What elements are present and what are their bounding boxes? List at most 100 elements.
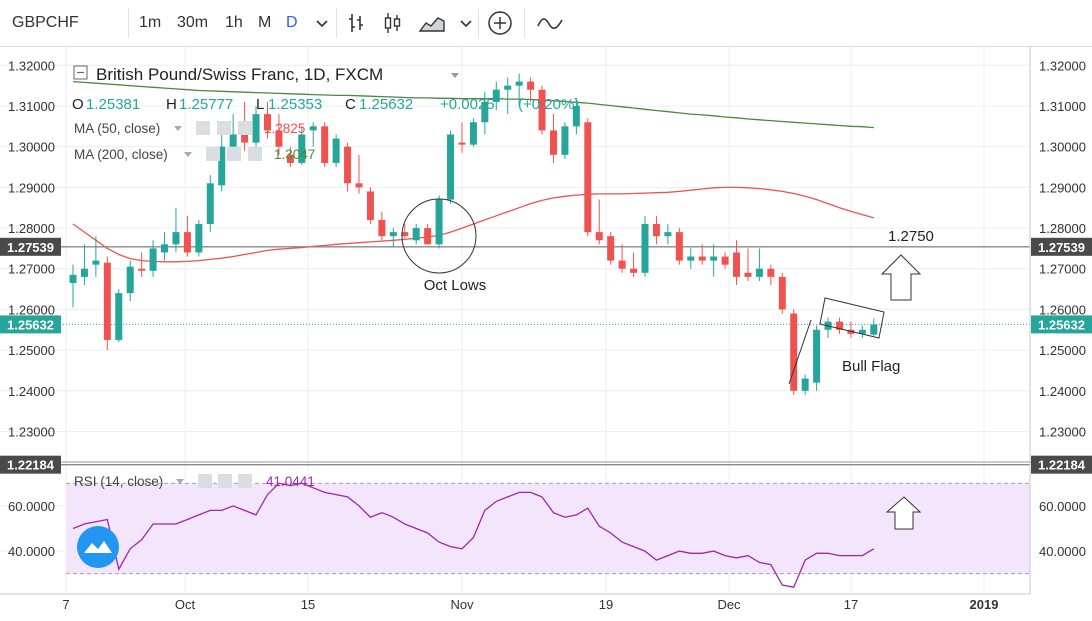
candle-body [126, 266, 134, 294]
price-axis[interactable]: 1.32000 1.31000 1.30000 1.29000 1.28000 1.270… [1039, 58, 1086, 439]
candle-body [801, 378, 809, 391]
rsi-label[interactable]: RSI (14, close) [74, 474, 163, 489]
price-marker-label: 1.25632 [1038, 317, 1085, 332]
time-tick-label: 17 [844, 597, 858, 612]
interval-1h[interactable]: 1h [225, 14, 243, 31]
candle-body [458, 142, 466, 145]
candle-body [389, 232, 397, 237]
candle-body [733, 252, 741, 277]
candle-body [744, 272, 752, 277]
ohlc-high: 1.25777 [179, 96, 233, 113]
ma200-line [72, 80, 874, 129]
bar-style-icon[interactable] [344, 11, 368, 35]
up-arrow-rsi[interactable] [885, 496, 922, 530]
price-tick-label: 1.23000 [1039, 424, 1086, 439]
ma50-label[interactable]: MA (50, close) [74, 121, 160, 136]
drawings: Oct Lows 1.2750 Bull Flag [401, 198, 934, 530]
candle-body [229, 134, 237, 147]
candle-body [515, 81, 523, 86]
candle-body [835, 321, 843, 330]
gear-icon[interactable] [227, 147, 241, 161]
price-tick-label: 1.26000 [1039, 302, 1086, 317]
price-tick-label: 1.32000 [8, 58, 55, 73]
time-axis[interactable]: 7 Oct 15 Nov 19 Dec 17 2019 [62, 597, 998, 612]
oct-lows-label: Oct Lows [424, 277, 487, 294]
candle-body [687, 256, 695, 261]
rsi-tick-label: 40.0000 [8, 544, 55, 559]
visibility-icon[interactable] [196, 121, 210, 135]
visibility-icon[interactable] [198, 474, 212, 488]
area-style-icon[interactable] [418, 11, 446, 35]
interval-1m[interactable]: 1m [139, 14, 162, 31]
bull-flag-label: Bull Flag [842, 358, 900, 375]
up-arrow-price[interactable] [880, 254, 922, 301]
price-tick-label: 1.31000 [8, 99, 55, 114]
candle-body [710, 256, 718, 261]
bull-flag-box[interactable] [819, 297, 885, 339]
oct-lows-circle[interactable] [401, 198, 477, 274]
bull-flag-pole[interactable] [788, 319, 812, 385]
candle-body [149, 248, 157, 271]
candle-body [138, 268, 146, 271]
ohlc-c-key: C [345, 96, 356, 113]
candle-body [252, 114, 260, 143]
interval-M[interactable]: M [258, 14, 272, 31]
tradingview-logo[interactable] [77, 526, 119, 568]
ma200-label[interactable]: MA (200, close) [74, 147, 168, 162]
chevron-down-icon[interactable] [184, 152, 192, 157]
candle-body [69, 274, 77, 283]
interval-D[interactable]: D [286, 14, 298, 31]
ohlc-open: 1.25381 [86, 96, 140, 113]
price-marker-label: 1.22184 [1038, 458, 1086, 473]
close-icon[interactable] [238, 474, 252, 488]
candle-body [755, 268, 763, 277]
candle-body [115, 293, 123, 340]
visibility-icon[interactable] [206, 147, 220, 161]
rsi-value: 41.0441 [266, 474, 315, 489]
chart-area[interactable]: Oct Lows 1.2750 Bull Flag 1.32000 1.31000… [0, 47, 1092, 621]
price-marker-label: 1.22184 [7, 458, 55, 473]
rsi-axis[interactable]: 60.0000 60.0000 40.0000 40.0000 [8, 499, 1086, 559]
price-tick-label: 1.24000 [1039, 384, 1086, 399]
candle-body [492, 89, 500, 102]
candle-body [870, 324, 878, 335]
price-marker-badge [1031, 315, 1092, 334]
time-tick-label: Dec [717, 597, 741, 612]
chevron-down-icon[interactable] [174, 126, 182, 131]
price-marker-badge [1031, 455, 1092, 474]
price-tick-label: 1.32000 [1039, 58, 1086, 73]
price-tick-label: 1.27000 [8, 262, 55, 277]
gear-icon[interactable] [218, 474, 232, 488]
candle-body [92, 260, 100, 265]
close-icon[interactable] [238, 121, 252, 135]
gear-icon[interactable] [217, 121, 231, 135]
candle-body [721, 256, 729, 265]
candle-body [675, 232, 683, 261]
add-compare-icon[interactable] [487, 10, 513, 36]
candle-body [298, 134, 306, 163]
interval-30m[interactable]: 30m [177, 14, 209, 31]
candle-body [206, 183, 214, 224]
chevron-down-icon[interactable] [310, 11, 334, 35]
ma200-value: 1.3047 [274, 147, 315, 162]
price-marker-label: 1.25632 [7, 317, 54, 332]
candle-body [813, 329, 821, 383]
rsi-band [66, 482, 1030, 575]
candle-body [412, 228, 420, 241]
price-axis-left[interactable]: 1.32000 1.31000 1.30000 1.29000 1.28000 1.270… [8, 58, 55, 439]
candle-body [778, 276, 786, 310]
symbol-search[interactable]: GBPCHF [12, 14, 79, 31]
indicators-icon[interactable] [536, 11, 564, 35]
candle-body [103, 262, 111, 340]
candles-style-icon[interactable] [380, 11, 404, 35]
ohlc-close: 1.25632 [359, 96, 413, 113]
ohlc-o-key: O [72, 96, 84, 113]
chevron-down-icon[interactable] [451, 73, 459, 78]
price-tick-label: 1.24000 [8, 384, 55, 399]
close-icon[interactable] [248, 147, 262, 161]
price-tick-label: 1.23000 [8, 424, 55, 439]
price-tick-label: 1.30000 [8, 140, 55, 155]
chevron-down-icon[interactable] [454, 11, 478, 35]
chevron-down-icon[interactable] [176, 479, 184, 484]
rsi-line [72, 482, 875, 588]
